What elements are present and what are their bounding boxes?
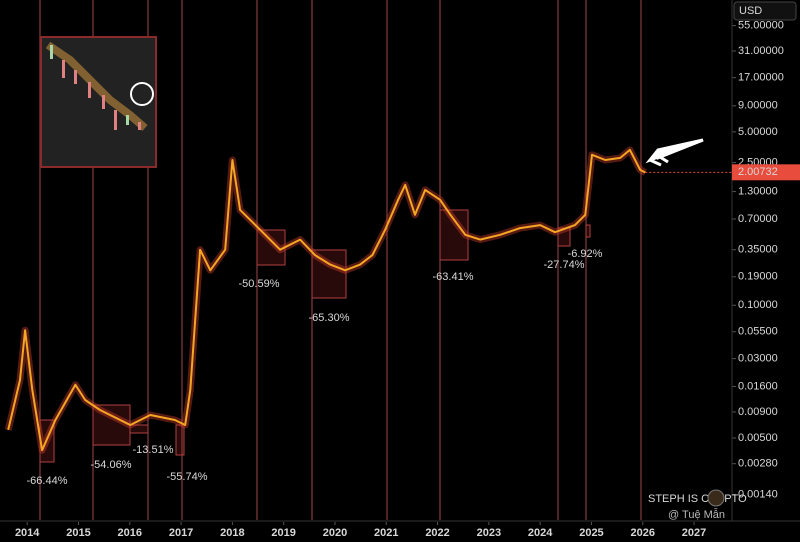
- drawdown-label: -6.92%: [568, 248, 603, 260]
- inset-candle: [50, 45, 53, 59]
- drawdown-boxes: [39, 209, 591, 463]
- x-tick-label: 2014: [15, 527, 40, 539]
- inset-candle: [102, 95, 105, 109]
- inset-candle: [88, 82, 91, 98]
- x-tick-label: 2024: [528, 527, 553, 539]
- inset-frame: [40, 36, 157, 168]
- y-tick-label: 17.00000: [738, 72, 784, 84]
- y-tick-label: 0.03000: [738, 353, 778, 365]
- inset-candle: [62, 60, 65, 78]
- currency-box[interactable]: [733, 1, 797, 21]
- drawdown-label: -27.74%: [544, 259, 585, 271]
- y-tick-label: 55.00000: [738, 20, 784, 32]
- x-tick-label: 2019: [271, 527, 295, 539]
- y-tick-label: 0.05500: [738, 326, 778, 338]
- drawdown-label: -63.41%: [433, 271, 474, 283]
- x-tick-label: 2016: [118, 527, 142, 539]
- x-tick-label: 2022: [425, 527, 449, 539]
- drawdown-box: [129, 424, 149, 434]
- arrow-head: [645, 138, 704, 167]
- drawdown-label: -66.44%: [27, 475, 68, 487]
- current-price-label: 2.00732: [738, 166, 778, 178]
- y-tick-label: 0.00280: [738, 458, 778, 470]
- drawdown-box: [256, 229, 286, 266]
- inset-candle: [74, 70, 77, 84]
- inset: [40, 36, 157, 168]
- y-tick-label: 9.00000: [738, 100, 778, 112]
- inset-ribbon: [45, 41, 148, 132]
- x-tick-label: 2021: [374, 527, 398, 539]
- x-tick-label: 2015: [66, 527, 90, 539]
- y-tick-label: 0.10000: [738, 299, 778, 311]
- x-tick-label: 2023: [477, 527, 501, 539]
- watermark: @ Tuệ Mẫn: [668, 508, 725, 521]
- drawdown-label: -54.06%: [91, 459, 132, 471]
- inset-circle: [130, 82, 154, 106]
- y-tick-label: 31.00000: [738, 45, 784, 57]
- y-tick-label: 0.01600: [738, 380, 778, 392]
- x-tick-label: 2018: [220, 527, 244, 539]
- y-tick-label: 0.19000: [738, 271, 778, 283]
- plot: [4, 146, 647, 454]
- drawdown-label: -55.74%: [167, 471, 208, 483]
- drawdown-label: -50.59%: [239, 278, 280, 290]
- y-tick-label: 0.00140: [738, 488, 778, 500]
- watermark-small: STEPH IS CRYPTO: [648, 493, 747, 505]
- current-price-box: [732, 164, 800, 181]
- x-tick-label: 2027: [682, 527, 706, 539]
- drawdown-box: [175, 424, 185, 456]
- y-tick-label: 0.35000: [738, 244, 778, 256]
- x-tick-label: 2020: [323, 527, 347, 539]
- drawdown-box: [585, 224, 591, 238]
- inset-candle: [138, 122, 141, 130]
- x-tick-label: 2025: [579, 527, 603, 539]
- y-tick-label: 0.00900: [738, 406, 778, 418]
- price-line: [7, 148, 646, 452]
- drawdown-box: [92, 404, 131, 446]
- x-tick-label: 2026: [631, 527, 655, 539]
- y-tick-label: 0.00500: [738, 432, 778, 444]
- x-tick-label: 2017: [169, 527, 193, 539]
- watermark-logo: [707, 489, 725, 507]
- y-tick-label: 5.00000: [738, 126, 778, 138]
- drawdown-label: -65.30%: [309, 312, 350, 324]
- y-tick-label: 0.70000: [738, 213, 778, 225]
- currency: USD: [739, 5, 762, 17]
- drawdown-label: -13.51%: [133, 444, 174, 456]
- y-tick-label: 1.30000: [738, 185, 778, 197]
- inset-candle: [114, 110, 117, 130]
- drawdown-box: [311, 249, 347, 299]
- inset-candle: [126, 115, 129, 125]
